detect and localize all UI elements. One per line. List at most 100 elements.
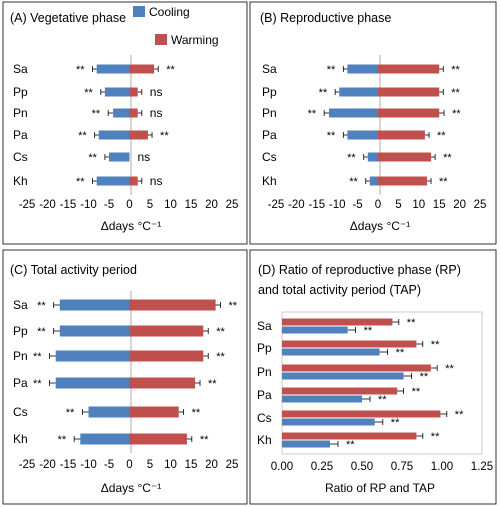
bar-cooling [59,325,130,337]
significance-label: ** [327,130,336,142]
bar-warming [129,433,187,445]
category-label: Pa [13,376,28,390]
category-label: Cs [13,405,28,419]
significance-label: ** [407,317,416,329]
panel-border [2,1,248,245]
significance-label: ** [431,431,440,443]
category-label: Pn [13,106,28,120]
category-label: Pa [262,128,277,142]
category-label: Sa [13,62,28,76]
x-tick-label: 10 [412,199,425,211]
x-tick-label: 5 [395,199,401,211]
bar-warming [282,387,398,395]
significance-label: ** [76,64,85,76]
significance-label: ** [92,108,101,120]
significance-label: ** [308,108,317,120]
significance-label: ** [396,347,405,359]
category-label: Cs [13,150,28,164]
category-label: Pp [13,85,28,99]
bar-cooling [347,64,378,74]
significance-label: ** [364,325,373,337]
x-tick-label: 20 [453,199,466,211]
significance-label: ** [445,363,454,375]
significance-label: ** [437,130,446,142]
x-tick-label: 25 [226,199,239,211]
significance-label: ** [378,394,387,406]
bar-warming [378,64,440,74]
category-label: Cs [262,150,277,164]
bar-warming [282,432,417,440]
category-label: Kh [13,174,28,188]
bar-cooling [282,326,348,334]
x-tick-label: 1.25 [471,461,493,473]
chart-panel-a: (A) Vegetative phase -25 -20 -15 -10 -5 0 5 10 15… [2,1,248,245]
bar-cooling [96,176,130,186]
category-label: Kh [262,174,277,188]
x-tick-label: 0.00 [271,461,293,473]
bar-warming [282,410,441,418]
significance-label: ** [37,326,46,338]
legend-swatch-warming [155,34,167,45]
significance-label: ** [327,64,336,76]
category-label: Pp [257,341,272,355]
x-tick-label: 25 [474,199,487,211]
bar-cooling [367,152,378,162]
significance-label: ** [347,152,356,164]
category-label: Sa [257,319,272,333]
significance-label: ** [439,176,448,188]
category-label: Pa [257,388,272,402]
bar-cooling [282,418,375,426]
significance-label: ** [78,130,87,142]
chart-panel-d: (D) Ratio of reproductive phase (RP) and … [249,249,497,505]
category-label: Kh [13,432,28,446]
bar-warming [129,299,216,311]
significance-label: ** [66,407,75,419]
bar-cooling [282,440,330,448]
bar-warming [282,318,393,326]
significance-label: ** [216,351,225,363]
x-tick-label: -15 [308,199,325,211]
x-tick-label: -5 [104,199,114,211]
significance-label: ** [349,176,358,188]
bar-warming [378,152,432,162]
significance-label: ** [452,108,461,120]
bar-warming [378,87,440,97]
significance-label: ** [37,300,46,312]
bar-cooling [282,372,404,380]
category-label: Pp [262,85,277,99]
bar-cooling [104,87,130,97]
category-label: Sa [13,298,28,312]
significance-label: ** [319,87,328,99]
x-tick-label: 10 [164,459,177,471]
bar-warming [129,350,204,362]
x-tick-label: -15 [60,199,77,211]
category-label: Cs [257,411,272,425]
plot-frame [281,311,483,455]
x-tick-label: -15 [60,459,77,471]
significance-label: ** [84,87,93,99]
bar-cooling [96,64,130,74]
significance-label: ns [138,150,151,164]
bar-warming [129,87,138,97]
bar-warming [378,176,427,186]
bar-cooling [80,433,130,445]
significance-label: ** [443,152,452,164]
x-tick-label: 0 [126,459,132,471]
category-label: Kh [257,433,272,447]
bar-cooling [98,130,130,140]
bar-cooling [109,152,130,162]
bar-cooling [88,406,130,418]
x-tick-label: 5 [147,459,153,471]
significance-label: ** [216,326,225,338]
significance-label: ns [150,85,163,99]
bar-cooling [339,87,378,97]
x-tick-label: -20 [39,199,56,211]
significance-label: ** [88,152,97,164]
bar-warming [282,340,417,348]
x-tick-label: -25 [268,199,285,211]
significance-label: ** [229,300,238,312]
x-tick-label: -25 [19,459,36,471]
panel-border [249,1,497,245]
significance-label: ** [420,371,429,383]
